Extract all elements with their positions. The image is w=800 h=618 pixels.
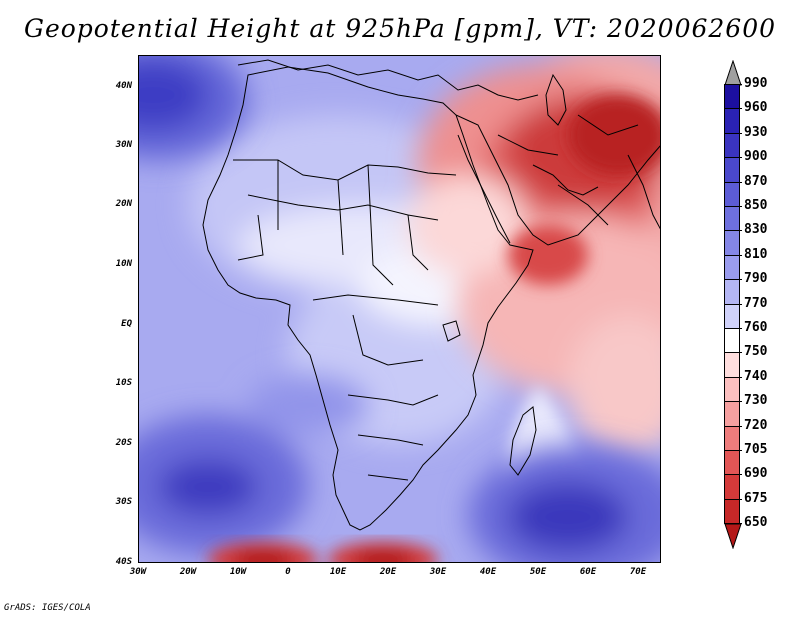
colorbar-cell (724, 450, 740, 476)
colorbar-tick (738, 132, 742, 134)
colorbar-tick (738, 84, 742, 85)
colorbar-label: 690 (744, 466, 768, 482)
colorbar-label: 790 (744, 271, 768, 287)
colorbar-tick (738, 474, 742, 476)
lon-label: 70E (629, 567, 647, 577)
lat-label: 10N (115, 259, 132, 269)
colorbar-tick (738, 181, 742, 183)
colorbar-tick (738, 303, 742, 305)
colorbar-label: 705 (744, 442, 768, 457)
lon-label: 0 (285, 567, 291, 577)
height-field (138, 55, 661, 563)
colorbar-cell (724, 206, 740, 232)
colorbar-label: 770 (744, 295, 768, 311)
lon-label: 40E (479, 567, 497, 577)
colorbar-tick (738, 230, 742, 232)
coastlines (202, 59, 661, 531)
colorbar-cell (724, 254, 740, 281)
lat-label: 20S (115, 438, 132, 448)
colorbar-cell (724, 401, 740, 427)
colorbar-label: 900 (744, 149, 768, 165)
colorbar: 990 960 930 900 870 850 830 810 790 770 760 750 740 7… (722, 60, 800, 560)
lat-label: 30N (115, 140, 132, 150)
lon-label: 50E (529, 567, 547, 577)
colorbar-tick (738, 523, 742, 525)
lon-label: 60E (579, 567, 597, 577)
map-panel (138, 55, 661, 563)
chart-title: Geopotential Height at 925hPa [gpm], VT:… (23, 14, 777, 43)
lon-label: 10W (229, 567, 247, 577)
lat-label: 30S (115, 497, 132, 507)
colorbar-tick (738, 108, 742, 110)
colorbar-label: 850 (744, 198, 768, 213)
colorbar-label: 930 (744, 124, 768, 140)
colorbar-cell (724, 157, 740, 183)
colorbar-label: 730 (744, 393, 768, 409)
colorbar-label: 675 (744, 490, 768, 506)
map-svg (138, 55, 661, 563)
colorbar-tick (738, 498, 742, 500)
colorbar-cell (724, 425, 740, 451)
colorbar-tick (738, 450, 742, 451)
colorbar-label: 750 (744, 344, 768, 360)
colorbar-cell (724, 108, 740, 134)
colorbar-tick (738, 157, 742, 159)
colorbar-cell (724, 181, 740, 207)
lat-label: 10S (115, 378, 132, 388)
lat-label: 40N (115, 81, 132, 91)
colorbar-cell (724, 328, 740, 354)
colorbar-top-triangle (724, 60, 742, 86)
colorbar-tick (738, 279, 742, 281)
lon-label: 20W (179, 567, 197, 577)
colorbar-label: 810 (744, 246, 768, 262)
colorbar-tick (738, 206, 742, 207)
colorbar-cell (724, 132, 740, 159)
lat-label: 40S (115, 557, 132, 567)
colorbar-cell (724, 474, 740, 500)
colorbar-cell (724, 376, 740, 403)
colorbar-tick (738, 425, 742, 427)
colorbar-label: 960 (744, 100, 768, 116)
colorbar-label: 870 (744, 173, 768, 189)
colorbar-cell (724, 84, 740, 110)
colorbar-tick (738, 376, 742, 378)
colorbar-cell (724, 498, 740, 525)
lon-label: 20E (379, 567, 397, 577)
colorbar-tick (738, 328, 742, 329)
colorbar-bottom-triangle (724, 523, 742, 550)
colorbar-label: 740 (744, 368, 768, 384)
colorbar-label: 760 (744, 320, 768, 335)
lon-label: 10E (329, 567, 347, 577)
colorbar-label: 720 (744, 417, 768, 433)
lon-label: 30W (129, 567, 147, 577)
colorbar-cell (724, 303, 740, 329)
colorbar-tick (738, 254, 742, 256)
colorbar-cell (724, 352, 740, 378)
colorbar-label: 830 (744, 222, 768, 238)
colorbar-tick (738, 352, 742, 354)
colorbar-cell (724, 279, 740, 305)
map-frame (138, 55, 661, 563)
lon-label: 30E (429, 567, 447, 577)
colorbar-cell (724, 230, 740, 256)
footer-credit: GrADS: IGES/COLA (4, 603, 91, 613)
colorbar-label: 650 (744, 515, 768, 531)
lat-label: EQ (121, 319, 132, 329)
colorbar-tick (738, 401, 742, 403)
lat-label: 20N (115, 199, 132, 209)
colorbar-label: 990 (744, 76, 768, 91)
